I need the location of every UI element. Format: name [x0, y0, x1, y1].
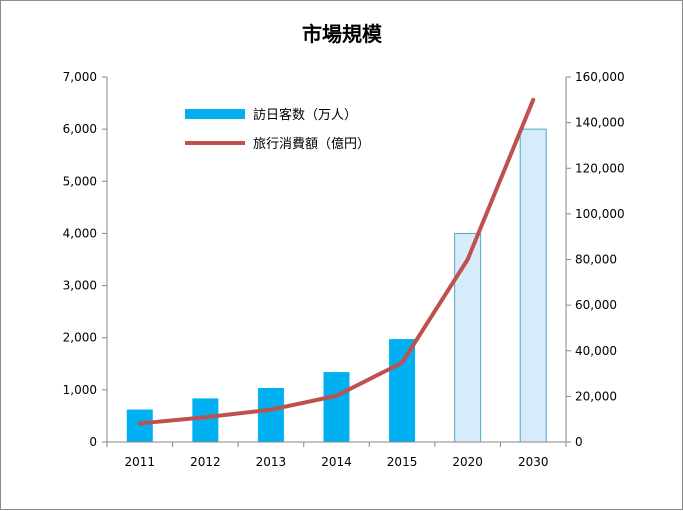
x-tick-label: 2011 — [125, 455, 156, 469]
chart-title: 市場規模 — [302, 22, 383, 46]
x-tick-label: 2013 — [256, 455, 287, 469]
right-tick-label: 20,000 — [575, 389, 617, 403]
x-tick-label: 2030 — [518, 455, 549, 469]
left-tick-label: 0 — [89, 435, 97, 449]
x-tick-label: 2020 — [452, 455, 483, 469]
legend: 訪日客数（万人） 旅行消費額（億円） — [185, 107, 370, 152]
left-tick-label: 3,000 — [63, 279, 97, 293]
legend-label-spending: 旅行消費額（億円） — [253, 136, 370, 152]
bar-2030 — [520, 129, 546, 442]
x-tick-label: 2014 — [321, 455, 352, 469]
right-tick-label: 120,000 — [575, 161, 625, 175]
left-tick-label: 6,000 — [63, 122, 97, 136]
legend-label-visitors: 訪日客数（万人） — [253, 107, 357, 123]
right-tick-label: 0 — [575, 435, 583, 449]
left-tick-label: 2,000 — [63, 331, 97, 345]
x-tick-label: 2015 — [387, 455, 418, 469]
bar-2015 — [389, 339, 415, 442]
x-tick-label: 2012 — [190, 455, 221, 469]
right-tick-label: 160,000 — [575, 70, 625, 84]
left-tick-label: 7,000 — [63, 70, 97, 84]
right-tick-label: 100,000 — [575, 207, 625, 221]
left-tick-label: 4,000 — [63, 226, 97, 240]
right-tick-label: 40,000 — [575, 344, 617, 358]
right-tick-label: 60,000 — [575, 298, 617, 312]
left-tick-label: 5,000 — [63, 174, 97, 188]
right-tick-label: 80,000 — [575, 253, 617, 267]
right-tick-label: 140,000 — [575, 116, 625, 130]
left-tick-label: 1,000 — [63, 383, 97, 397]
bar-2011 — [127, 410, 153, 442]
legend-swatch-bar — [185, 109, 245, 119]
bar-2014 — [324, 372, 350, 442]
bar-2013 — [258, 388, 284, 442]
bar-2012 — [192, 398, 218, 442]
bar-2020 — [455, 233, 481, 442]
